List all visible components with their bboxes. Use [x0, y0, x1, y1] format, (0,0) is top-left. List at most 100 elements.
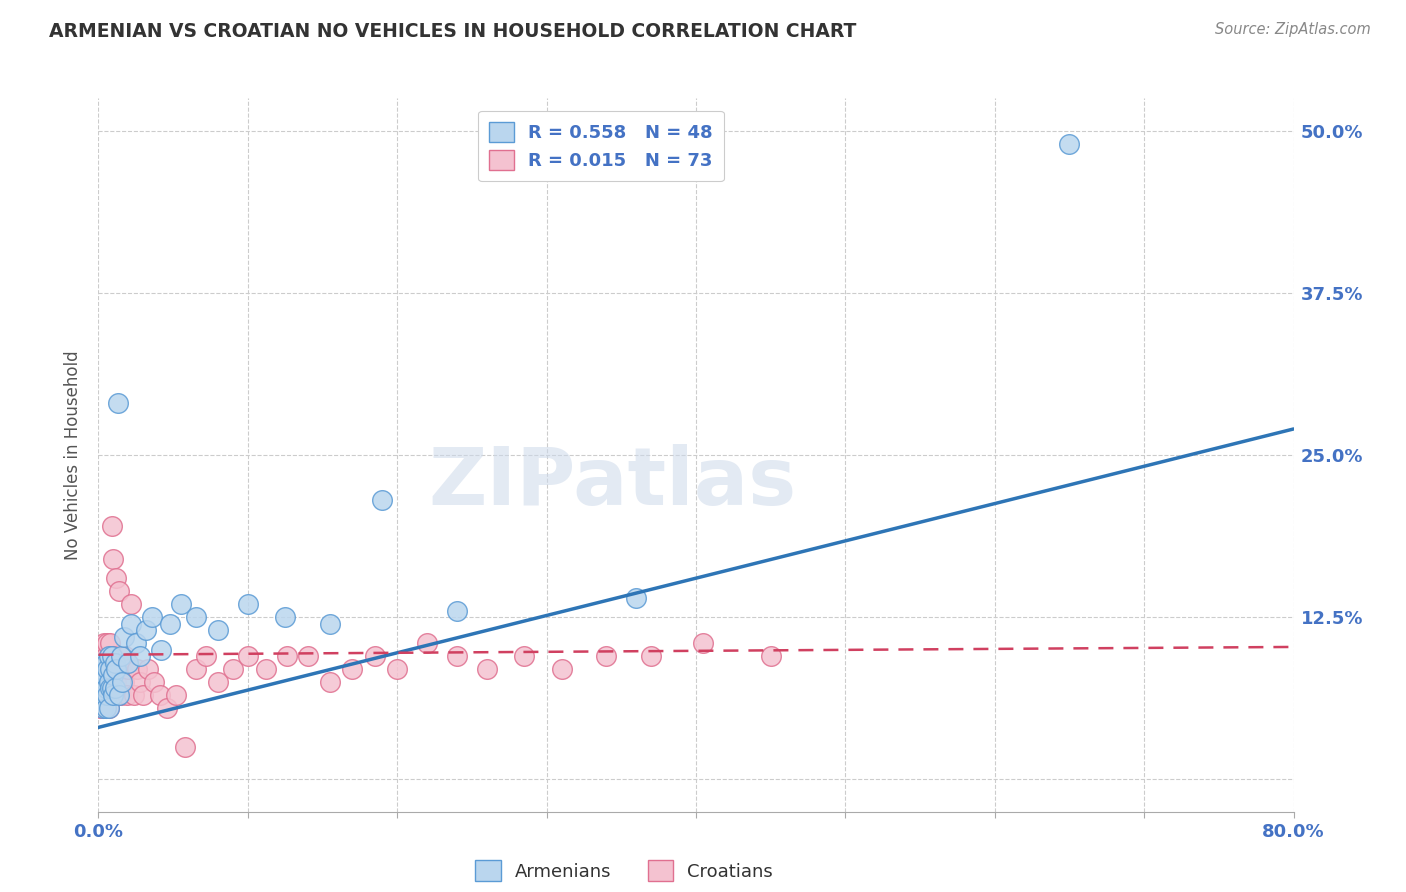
Point	[90, 688, 112, 702]
Point	[120, 597, 142, 611]
Text: ZIPatlas: ZIPatlas	[429, 444, 796, 523]
Point	[114, 648, 136, 663]
Point	[90, 648, 112, 663]
Point	[115, 688, 138, 702]
Point	[90, 662, 112, 676]
Point	[207, 675, 229, 690]
Point	[127, 662, 149, 676]
Point	[222, 662, 245, 676]
Point	[129, 675, 152, 690]
Point	[108, 584, 131, 599]
Point	[96, 662, 118, 676]
Point	[550, 662, 572, 676]
Point	[103, 688, 125, 702]
Point	[96, 662, 118, 676]
Point	[94, 675, 117, 690]
Legend: Armenians, Croatians: Armenians, Croatians	[468, 853, 780, 888]
Point	[96, 688, 118, 702]
Point	[640, 648, 662, 663]
Point	[97, 648, 120, 663]
Point	[297, 648, 319, 663]
Point	[274, 610, 297, 624]
Point	[319, 675, 342, 690]
Point	[96, 688, 118, 702]
Point	[416, 636, 439, 650]
Point	[101, 519, 124, 533]
Point	[156, 701, 179, 715]
Point	[236, 597, 259, 611]
Point	[136, 662, 159, 676]
Point	[1059, 136, 1081, 151]
Point	[371, 493, 394, 508]
Point	[97, 648, 120, 663]
Point	[342, 662, 364, 676]
Point	[104, 656, 127, 670]
Point	[105, 662, 128, 676]
Point	[90, 662, 112, 676]
Point	[184, 610, 207, 624]
Point	[94, 656, 117, 670]
Point	[595, 648, 617, 663]
Point	[91, 648, 114, 663]
Point	[169, 597, 191, 611]
Point	[105, 571, 128, 585]
Point	[100, 636, 122, 650]
Point	[626, 591, 648, 605]
Point	[104, 681, 127, 696]
Point	[110, 688, 132, 702]
Point	[254, 662, 277, 676]
Point	[759, 648, 782, 663]
Point	[91, 701, 114, 715]
Point	[96, 636, 118, 650]
Point	[129, 648, 152, 663]
Point	[165, 688, 187, 702]
Point	[91, 681, 114, 696]
Point	[117, 656, 139, 670]
Point	[101, 681, 124, 696]
Point	[174, 739, 197, 754]
Point	[117, 662, 139, 676]
Point	[91, 675, 114, 690]
Point	[111, 675, 134, 690]
Point	[93, 688, 115, 702]
Point	[97, 701, 120, 715]
Point	[150, 642, 173, 657]
Text: Source: ZipAtlas.com: Source: ZipAtlas.com	[1215, 22, 1371, 37]
Point	[100, 662, 122, 676]
Point	[103, 675, 125, 690]
Point	[89, 701, 111, 715]
Point	[446, 648, 468, 663]
Point	[94, 701, 117, 715]
Point	[108, 688, 131, 702]
Point	[112, 675, 135, 690]
Point	[111, 662, 134, 676]
Point	[276, 648, 298, 663]
Y-axis label: No Vehicles in Household: No Vehicles in Household	[65, 350, 83, 560]
Point	[93, 636, 115, 650]
Point	[149, 688, 172, 702]
Text: ARMENIAN VS CROATIAN NO VEHICLES IN HOUSEHOLD CORRELATION CHART: ARMENIAN VS CROATIAN NO VEHICLES IN HOUS…	[49, 22, 856, 41]
Point	[692, 636, 714, 650]
Point	[195, 648, 218, 663]
Point	[141, 610, 163, 624]
Point	[97, 701, 120, 715]
Point	[124, 688, 146, 702]
Point	[159, 616, 181, 631]
Point	[101, 675, 124, 690]
Point	[107, 688, 129, 702]
Point	[135, 623, 157, 637]
Point	[132, 688, 155, 702]
Point	[104, 662, 127, 676]
Point	[89, 675, 111, 690]
Point	[236, 648, 259, 663]
Point	[93, 662, 115, 676]
Point	[97, 675, 120, 690]
Point	[94, 681, 117, 696]
Point	[91, 701, 114, 715]
Point	[107, 396, 129, 410]
Point	[112, 630, 135, 644]
Point	[125, 636, 148, 650]
Point	[513, 648, 536, 663]
Point	[104, 688, 127, 702]
Point	[89, 675, 111, 690]
